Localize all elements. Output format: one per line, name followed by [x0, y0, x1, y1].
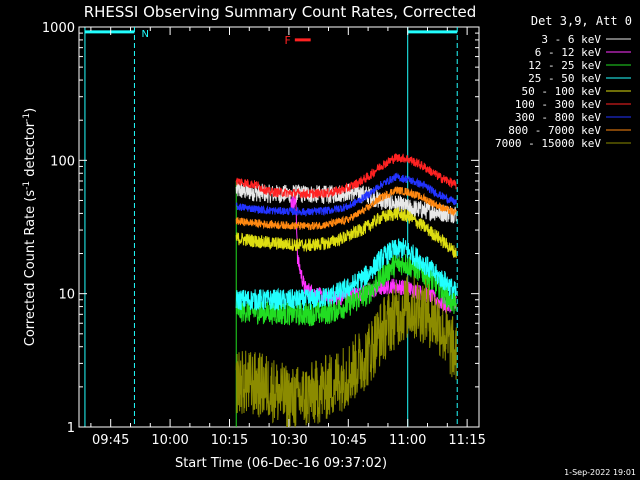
- y-tick-label-3: 1000: [42, 21, 75, 36]
- x-tick-label-4: 10:45: [330, 433, 367, 448]
- series-line-7: [235, 186, 457, 231]
- flare-marker: F: [285, 34, 311, 47]
- night-markers: N: [84, 27, 458, 427]
- series-line-4: [235, 207, 457, 258]
- legend-title: Det 3,9, Att 0: [531, 14, 632, 28]
- legend-label-2: 12 - 25 keV: [528, 59, 601, 72]
- x-tick-label-2: 10:15: [211, 433, 248, 448]
- series-line-6: [235, 172, 457, 217]
- y-axis-label: Corrected Count Rate (s-1 detector-1): [22, 108, 38, 346]
- y-label-sup-2: -1: [22, 113, 32, 122]
- y-label-mid: detector: [23, 121, 38, 181]
- x-tick-label-5: 11:00: [389, 433, 426, 448]
- legend-label-7: 800 - 7000 keV: [508, 124, 601, 137]
- flare-label: F: [285, 34, 291, 47]
- y-label-end: ): [23, 108, 38, 113]
- y-label-main: Corrected Count Rate (s: [23, 190, 38, 347]
- y-tick-label-0: 1: [67, 421, 75, 436]
- y-tick-label-1: 10: [58, 288, 75, 303]
- legend-label-8: 7000 - 15000 keV: [495, 137, 601, 150]
- x-tick-label-6: 11:15: [448, 433, 485, 448]
- legend-label-6: 300 - 800 keV: [515, 111, 601, 124]
- y-axis-ticks: 1 10 100 1000: [42, 21, 479, 436]
- legend-label-0: 3 - 6 keV: [541, 33, 601, 46]
- x-tick-label-0: 09:45: [92, 433, 129, 448]
- legend-label-3: 25 - 50 keV: [528, 72, 601, 85]
- series-line-5: [235, 153, 457, 200]
- x-axis-label: Start Time (06-Dec-16 09:37:02): [175, 456, 387, 471]
- footer-date: 1-Sep-2022 19:01: [564, 468, 636, 477]
- chart-title: RHESSI Observing Summary Count Rates, Co…: [84, 3, 477, 21]
- x-axis-ticks: 09:45 10:00 10:15 10:30 10:45 11:00 11:15: [90, 27, 486, 448]
- series-line-8: [235, 275, 457, 428]
- y-tick-label-2: 100: [50, 154, 75, 169]
- legend-label-1: 6 - 12 keV: [535, 46, 602, 59]
- legend-label-5: 100 - 300 keV: [515, 98, 601, 111]
- legend-label-4: 50 - 100 keV: [522, 85, 602, 98]
- series-group: [235, 153, 457, 428]
- night-label: N: [141, 29, 148, 40]
- x-tick-label-3: 10:30: [270, 433, 307, 448]
- series-line-3: [235, 237, 457, 311]
- x-tick-label-1: 10:00: [151, 433, 188, 448]
- plot-frame: [78, 26, 480, 428]
- y-label-sup-1: -1: [22, 181, 32, 190]
